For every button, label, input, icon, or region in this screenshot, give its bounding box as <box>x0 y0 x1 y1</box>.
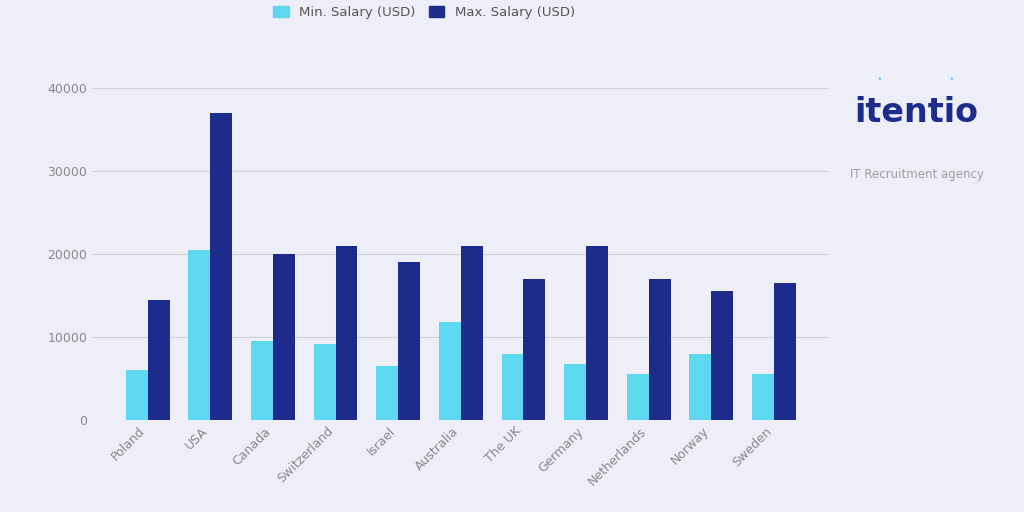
Bar <box>461 246 482 420</box>
Bar <box>336 246 357 420</box>
Bar <box>272 254 295 420</box>
Bar <box>188 250 210 420</box>
Bar <box>627 374 649 420</box>
Bar <box>586 246 608 420</box>
Bar <box>523 279 546 420</box>
Bar <box>712 291 733 420</box>
Bar <box>251 341 272 420</box>
Bar <box>774 283 796 420</box>
Bar <box>376 366 398 420</box>
Legend: Min. Salary (USD), Max. Salary (USD): Min. Salary (USD), Max. Salary (USD) <box>268 2 580 23</box>
Bar <box>502 353 523 420</box>
Bar <box>126 370 147 420</box>
Bar <box>752 374 774 420</box>
Text: •: • <box>877 74 883 84</box>
Bar <box>210 113 232 420</box>
Bar <box>313 344 336 420</box>
Bar <box>398 262 420 420</box>
Bar <box>439 322 461 420</box>
Bar <box>147 300 170 420</box>
Bar <box>689 353 712 420</box>
Bar <box>564 365 586 420</box>
Bar <box>649 279 671 420</box>
Text: IT Recruitment agency: IT Recruitment agency <box>850 167 983 181</box>
Text: •: • <box>948 74 954 84</box>
Text: itentio: itentio <box>854 96 979 129</box>
